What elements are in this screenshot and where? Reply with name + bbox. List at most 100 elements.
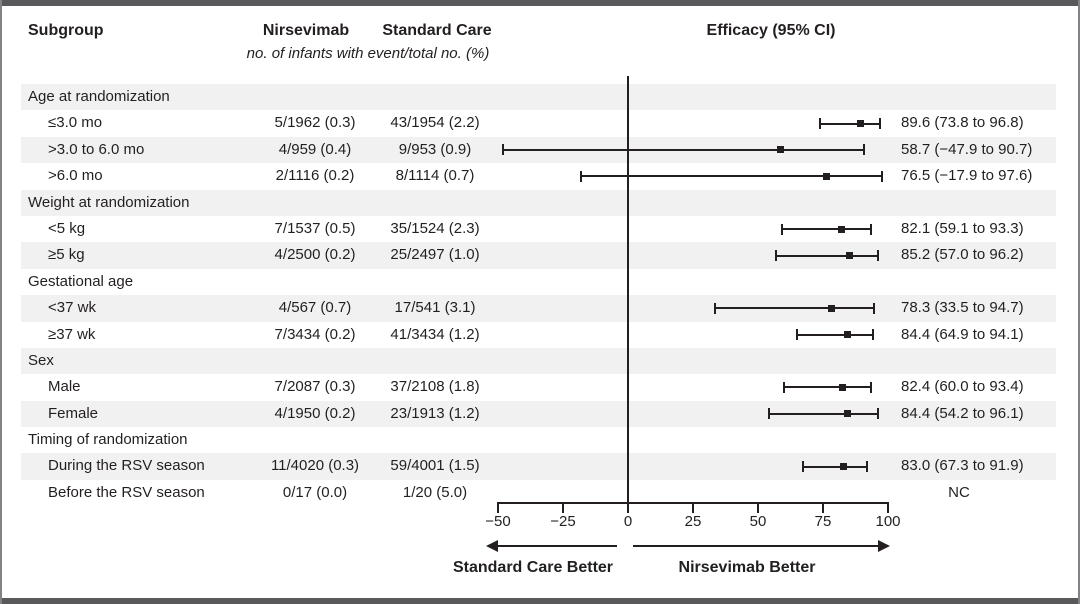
ci-cap-left <box>818 118 821 130</box>
table-row: Before the RSV season 0/17 (0.0) 1/20 (5.0… <box>21 480 1056 506</box>
axis-tick <box>822 502 824 513</box>
category-row: Weight at randomization <box>21 189 1056 216</box>
nirsevimab-count: 0/17 (0.0) <box>282 483 348 501</box>
column-header-nirsevimab: Nirsevimab <box>262 22 350 39</box>
ci-bar <box>781 228 871 231</box>
ci-cap-left <box>795 329 798 341</box>
row-label: ≤3.0 mo <box>48 114 103 132</box>
row-label: >6.0 mo <box>48 167 103 185</box>
table-row: ≤3.0 mo 5/1962 (0.3) 43/1954 (2.2) 89.6 (73… <box>21 110 1056 136</box>
table-row: Female 4/1950 (0.2) 23/1913 (1.2) 84.4 (54.… <box>21 400 1056 428</box>
column-header-efficacy: Efficacy (95% CI) <box>706 22 836 39</box>
ci-point-marker <box>857 120 865 128</box>
ci-bar <box>776 254 879 257</box>
ci-cap-right <box>878 118 881 130</box>
nirsevimab-count: 5/1962 (0.3) <box>274 114 356 132</box>
efficacy-value: 82.4 (60.0 to 93.4) <box>901 378 1024 396</box>
ci-cap-right <box>876 408 879 420</box>
nirsevimab-count: 11/4020 (0.3) <box>270 457 360 475</box>
efficacy-value: 78.3 (33.5 to 94.7) <box>901 299 1024 317</box>
standard-care-count: 25/2497 (1.0) <box>390 246 480 264</box>
axis-tick-label: 100 <box>875 513 901 530</box>
axis-tick <box>692 502 694 513</box>
nirsevimab-count: 7/3434 (0.2) <box>274 325 356 343</box>
category-row: Timing of randomization <box>21 427 1056 453</box>
table-row: ≥37 wk 7/3434 (0.2) 41/3434 (1.2) 84.4 (64.… <box>21 322 1056 348</box>
table-row: Male 7/2087 (0.3) 37/2108 (1.8) 82.4 (60.0 … <box>21 374 1056 400</box>
standard-care-arrow-head-icon <box>486 540 498 552</box>
axis-tick-label: 75 <box>814 513 832 530</box>
efficacy-value: 76.5 (−17.9 to 97.6) <box>901 167 1033 185</box>
nirsevimab-count: 2/1116 (0.2) <box>275 167 355 185</box>
ci-bar <box>819 122 880 125</box>
standard-care-better-label: Standard Care Better <box>452 559 614 576</box>
table-row: During the RSV season 11/4020 (0.3) 59/400… <box>21 453 1056 480</box>
category-row: Age at randomization <box>21 84 1056 111</box>
ci-cap-left <box>775 250 778 262</box>
row-label: Before the RSV season <box>48 483 205 501</box>
row-label: >3.0 to 6.0 mo <box>48 140 145 158</box>
ci-cap-right <box>877 250 880 262</box>
table-row: <37 wk 4/567 (0.7) 17/541 (3.1) 78.3 (33.5 … <box>21 295 1056 322</box>
nirsevimab-count: 4/959 (0.4) <box>278 140 352 158</box>
ci-cap-right <box>869 223 872 235</box>
ci-bar <box>581 175 882 178</box>
standard-care-count: 41/3434 (1.2) <box>390 325 480 343</box>
column-header-subgroup: Subgroup <box>28 22 104 39</box>
ci-cap-right <box>871 329 874 341</box>
rows-container: Age at randomization ≤3.0 mo 5/1962 (0.3) 4… <box>21 84 1056 506</box>
ci-bar <box>715 307 875 310</box>
standard-care-count: 37/2108 (1.8) <box>390 378 480 396</box>
standard-care-arrow <box>496 545 617 547</box>
standard-care-count: 59/4001 (1.5) <box>390 457 480 475</box>
standard-care-count: 23/1913 (1.2) <box>390 404 480 422</box>
ci-cap-left <box>783 381 785 393</box>
table-row: ≥5 kg 4/2500 (0.2) 25/2497 (1.0) 85.2 (57.0… <box>21 242 1056 269</box>
axis-tick <box>627 502 629 513</box>
row-label: During the RSV season <box>48 457 205 475</box>
efficacy-value: 85.2 (57.0 to 96.2) <box>901 246 1024 264</box>
nirsevimab-count: 4/1950 (0.2) <box>274 404 356 422</box>
right-frame-border <box>1078 0 1080 604</box>
ci-cap-right <box>873 302 876 314</box>
table-row: >3.0 to 6.0 mo 4/959 (0.4) 9/953 (0.9) 58.7… <box>21 136 1056 164</box>
row-label: ≥5 kg <box>48 246 85 264</box>
ci-point-marker <box>840 463 848 471</box>
ci-point-marker <box>777 146 785 154</box>
axis-tick <box>562 502 564 513</box>
ci-cap-left <box>780 223 783 235</box>
row-label: Timing of randomization <box>28 431 188 449</box>
category-row: Gestational age <box>21 269 1056 295</box>
nirsevimab-arrow <box>633 545 880 547</box>
ci-bar <box>802 465 867 468</box>
axis-tick <box>757 502 759 513</box>
category-row: Sex <box>21 347 1056 375</box>
standard-care-count: 17/541 (3.1) <box>394 299 476 317</box>
ci-cap-right <box>869 381 872 393</box>
ci-cap-left <box>714 302 717 314</box>
nirsevimab-count: 4/2500 (0.2) <box>274 246 356 264</box>
efficacy-value: 58.7 (−47.9 to 90.7) <box>901 140 1033 158</box>
row-label: <5 kg <box>48 219 86 237</box>
ci-bar <box>784 386 871 389</box>
efficacy-value: 89.6 (73.8 to 96.8) <box>901 114 1024 132</box>
nirsevimab-count: 7/1537 (0.5) <box>274 219 356 237</box>
row-label: ≥37 wk <box>48 325 96 343</box>
axis-tick-label: −25 <box>550 513 576 530</box>
efficacy-value: 84.4 (54.2 to 96.1) <box>901 404 1024 422</box>
efficacy-value: 84.4 (64.9 to 94.1) <box>901 325 1024 343</box>
axis-tick <box>887 502 889 513</box>
efficacy-value: 82.1 (59.1 to 93.3) <box>901 219 1024 237</box>
ci-bar <box>503 148 864 151</box>
ci-cap-left <box>767 408 770 420</box>
row-label: Age at randomization <box>28 88 170 105</box>
row-label: Gestational age <box>28 272 134 290</box>
axis-tick-label: 0 <box>623 513 633 530</box>
zero-reference-line <box>627 76 629 503</box>
row-label: Male <box>48 378 81 396</box>
ci-cap-right <box>865 461 868 473</box>
column-header-standard-care: Standard Care <box>382 22 492 39</box>
left-frame-border <box>0 0 2 604</box>
table-row: <5 kg 7/1537 (0.5) 35/1524 (2.3) 82.1 (59.1… <box>21 216 1056 242</box>
row-label: <37 wk <box>48 299 96 317</box>
